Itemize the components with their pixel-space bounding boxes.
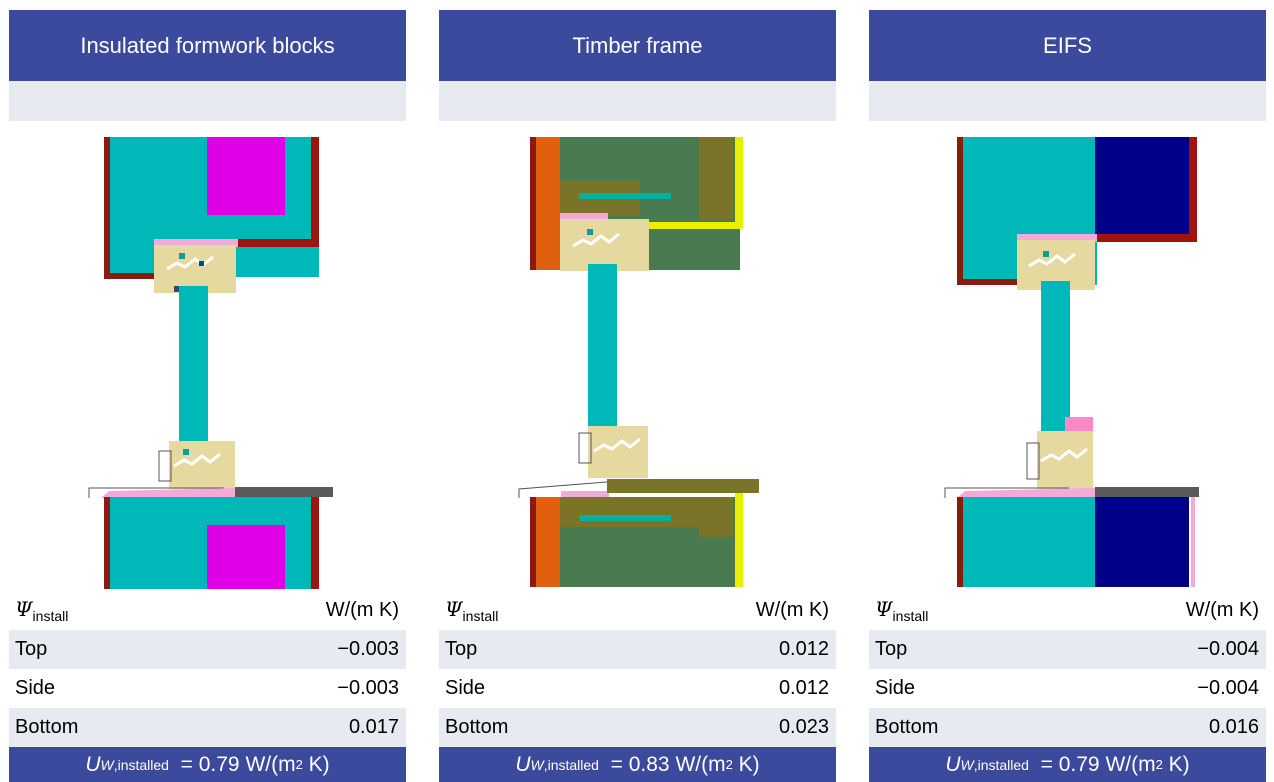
table-row: Bottom 0.016 [869,708,1266,747]
row-label: Side [875,677,915,700]
table-row: Side −0.003 [9,669,406,708]
table-row: Bottom 0.023 [439,708,836,747]
row-value: −0.004 [1197,638,1259,661]
section-drawing [9,121,406,591]
psi-unit: W/(m K) [756,599,829,622]
row-label: Side [445,677,485,700]
panel-title: Timber frame [439,10,836,81]
row-value: −0.003 [337,638,399,661]
section-drawing [869,121,1266,591]
row-label: Top [875,638,907,661]
panel-title: EIFS [869,10,1266,81]
eps-insulation-bottom [1095,497,1189,587]
u-value-footer: U W ,installed = 0.83 W/(m 2 K) [439,747,836,782]
render-outer-top [1189,137,1197,241]
glazing-unit [588,264,617,441]
row-label: Side [15,677,55,700]
row-label: Top [445,638,477,661]
row-label: Bottom [15,716,78,739]
row-value: 0.012 [779,638,829,661]
row-value: 0.012 [779,677,829,700]
insulation-core-bottom [207,525,285,589]
psi-label: Ψinstall [445,597,498,624]
glazing-unit [179,286,208,448]
psi-label: Ψinstall [875,597,928,624]
membrane-top [735,137,743,229]
subheader-band [439,81,836,121]
table-row: Side −0.004 [869,669,1266,708]
installation-section-drawing [869,121,1266,591]
insulation-core-top [207,137,285,215]
render-reveal-top [235,239,319,247]
row-value: −0.004 [1197,677,1259,700]
row-value: 0.023 [779,716,829,739]
table-row: Top 0.012 [439,630,836,669]
render-inner-top [957,137,963,285]
panel-title: Insulated formwork blocks [9,10,406,81]
row-value: 0.017 [349,716,399,739]
row-value: 0.016 [1209,716,1259,739]
window-sill [235,487,333,497]
render-inner-bottom [104,497,110,589]
psi-header-row: Ψinstall W/(m K) [9,591,406,630]
render-outer-top [311,137,319,247]
window-frame-bottom [169,441,235,489]
row-label: Bottom [875,716,938,739]
render-inner-top [104,137,110,279]
panel-insulated-formwork-blocks: Insulated formwork blocks [9,10,406,782]
table-row: Top −0.003 [9,630,406,669]
window-sill [1095,487,1199,497]
subheader-band [9,81,406,121]
panel-eifs: EIFS [869,10,1266,782]
u-value-footer: U W ,installed = 0.79 W/(m 2 K) [9,747,406,782]
sill-seal [957,488,1095,498]
window-frame-top [154,245,236,293]
section-drawing [439,121,836,591]
table-row: Side 0.012 [439,669,836,708]
psi-unit: W/(m K) [1186,599,1259,622]
sill-seal [101,488,235,498]
window-frame-bottom [588,426,648,478]
window-sill [607,479,759,493]
installation-section-drawing [439,121,836,591]
table-row: Bottom 0.017 [9,708,406,747]
table-row: Top −0.004 [869,630,1266,669]
render-lintel [104,273,159,279]
psi-header-row: Ψinstall W/(m K) [869,591,1266,630]
psi-unit: W/(m K) [326,599,399,622]
masonry-wall-bottom [957,497,1097,587]
row-label: Top [15,638,47,661]
subheader-band [869,81,1266,121]
render-outer-bottom [311,497,319,589]
row-value: −0.003 [337,677,399,700]
installation-section-drawing [9,121,406,591]
membrane-bottom [735,493,743,587]
eps-insulation-top [1095,137,1189,241]
psi-header-row: Ψinstall W/(m K) [439,591,836,630]
psi-label: Ψinstall [15,597,68,624]
u-value-footer: U W ,installed = 0.79 W/(m 2 K) [869,747,1266,782]
row-label: Bottom [445,716,508,739]
panel-timber-frame: Timber frame [439,10,836,782]
